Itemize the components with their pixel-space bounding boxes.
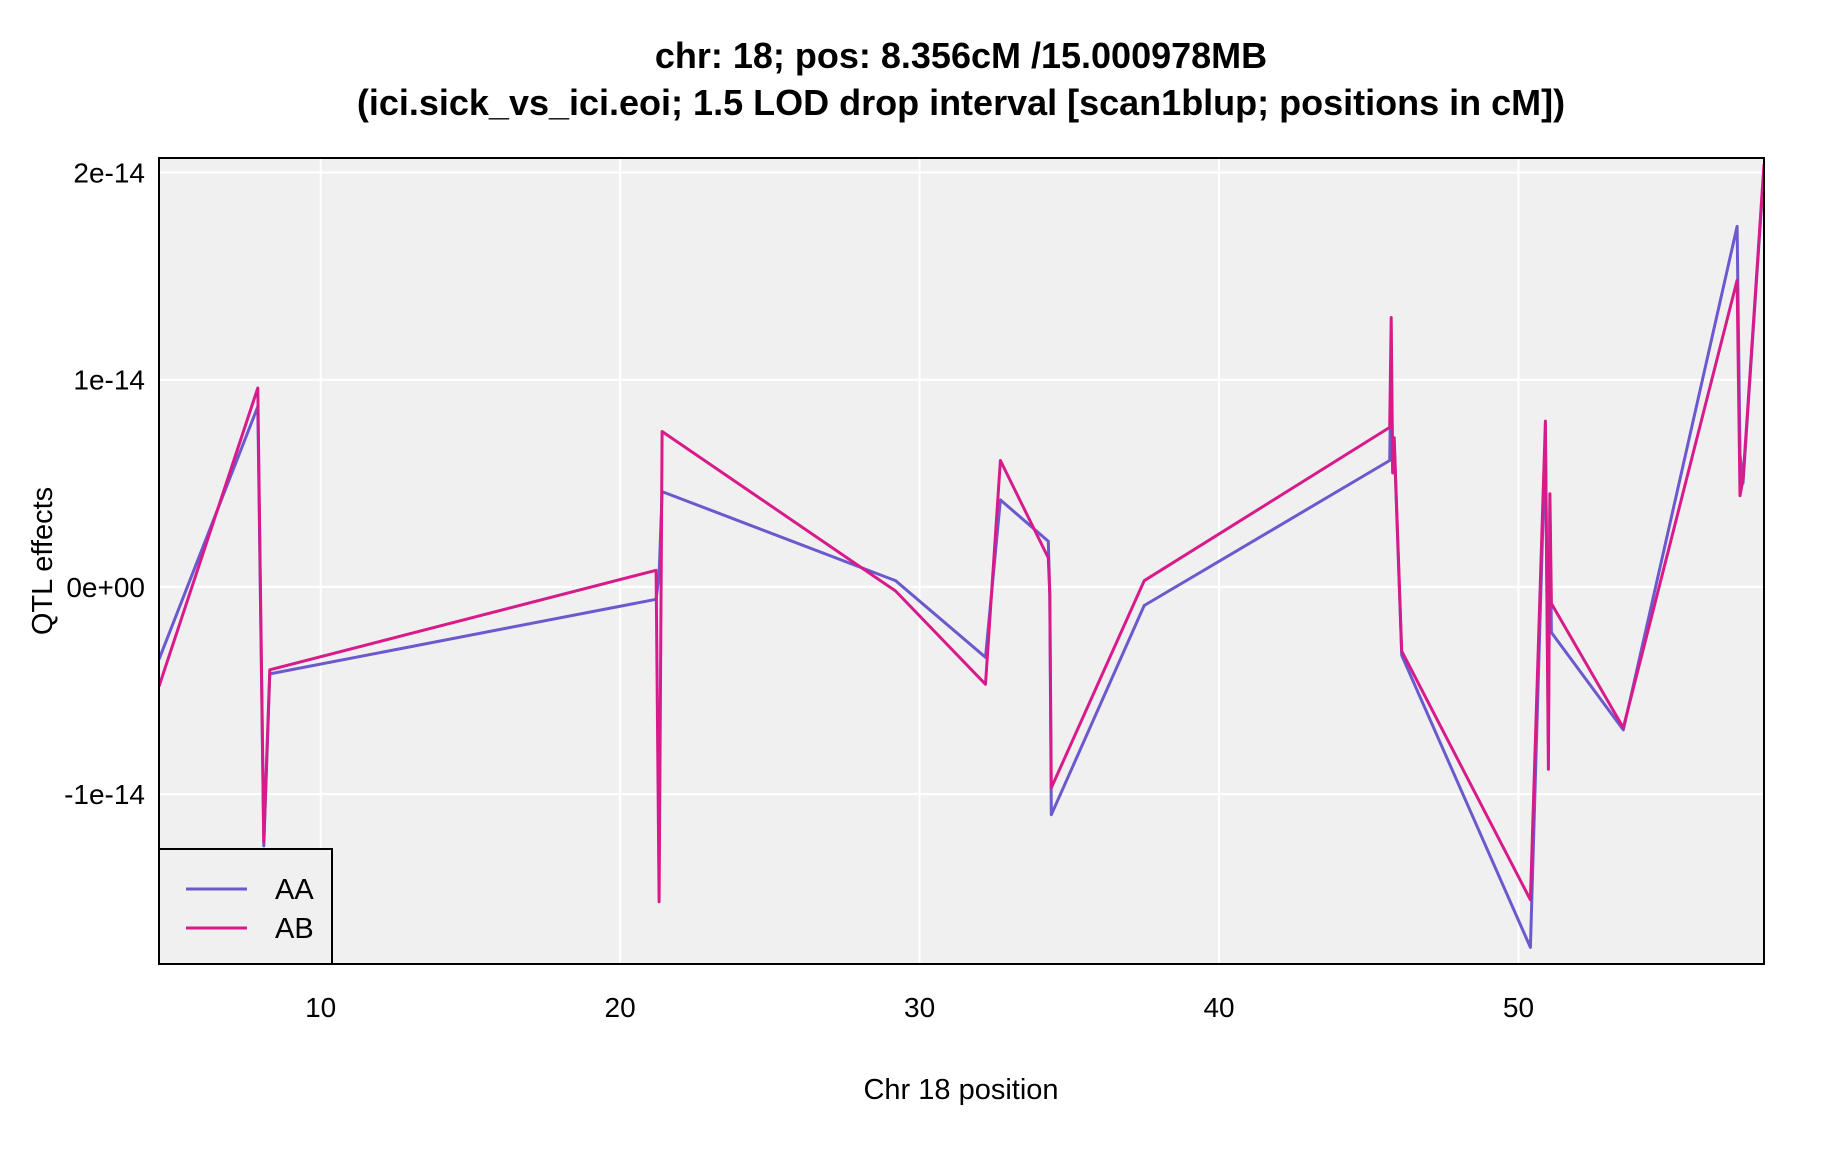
x-tick-label: 10 bbox=[305, 992, 336, 1023]
x-tick-label: 40 bbox=[1203, 992, 1234, 1023]
legend-label-ab: AB bbox=[275, 913, 314, 945]
chart-title: chr: 18; pos: 8.356cM /15.000978MB bbox=[655, 35, 1267, 76]
y-tick-label: -1e-14 bbox=[64, 779, 145, 810]
y-tick-label: 2e-14 bbox=[73, 158, 145, 189]
y-tick-label: 0e+00 bbox=[66, 572, 145, 603]
y-tick-label: 1e-14 bbox=[73, 365, 145, 396]
legend-label-aa: AA bbox=[275, 874, 314, 906]
series-line-ab bbox=[159, 164, 1764, 904]
plot-border bbox=[158, 157, 1765, 965]
axis-ticks: 10 20 30 40 50 -1e-14 0e+00 1e-14 2e-14 bbox=[64, 158, 1534, 1023]
x-tick-label: 20 bbox=[605, 992, 636, 1023]
chart-subtitle: (ici.sick_vs_ici.eoi; 1.5 LOD drop inter… bbox=[357, 82, 1565, 123]
x-tick-label: 30 bbox=[904, 992, 935, 1023]
x-tick-label: 50 bbox=[1503, 992, 1534, 1023]
x-axis-label: Chr 18 position bbox=[863, 1074, 1058, 1106]
grid-lines bbox=[159, 158, 1764, 964]
plot-background bbox=[159, 158, 1764, 964]
y-axis-label: QTL effects bbox=[27, 487, 59, 635]
legend-box bbox=[158, 848, 333, 965]
legend: AA AB bbox=[158, 848, 333, 965]
series-line-aa bbox=[159, 168, 1764, 949]
series-lines bbox=[159, 164, 1764, 949]
